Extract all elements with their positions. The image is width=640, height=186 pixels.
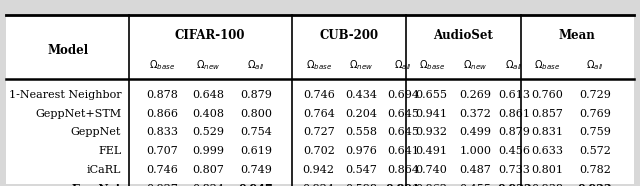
Text: 0.891: 0.891	[385, 183, 420, 186]
Text: 0.962: 0.962	[415, 184, 447, 186]
Text: GeppNet+STM: GeppNet+STM	[35, 109, 121, 119]
Text: 0.613: 0.613	[499, 90, 531, 100]
Text: Mean: Mean	[559, 29, 596, 42]
Text: 0.740: 0.740	[416, 165, 447, 175]
Text: 0.619: 0.619	[240, 146, 272, 156]
Text: CUB-200: CUB-200	[319, 29, 378, 42]
Text: 0.999: 0.999	[193, 146, 225, 156]
Text: $\Omega_{all}$: $\Omega_{all}$	[394, 58, 412, 72]
Text: 0.857: 0.857	[531, 109, 563, 119]
Text: 0.408: 0.408	[193, 109, 225, 119]
Text: AudioSet: AudioSet	[433, 29, 493, 42]
Text: 0.759: 0.759	[579, 127, 611, 137]
Text: 0.942: 0.942	[303, 165, 335, 175]
Text: 0.932: 0.932	[415, 127, 447, 137]
Text: 0.824: 0.824	[193, 184, 225, 186]
Text: 0.645: 0.645	[387, 109, 419, 119]
Text: 0.733: 0.733	[499, 165, 531, 175]
Text: $\Omega_{all}$: $\Omega_{all}$	[247, 58, 265, 72]
Text: $\Omega_{all}$: $\Omega_{all}$	[506, 58, 524, 72]
Text: 0.879: 0.879	[499, 127, 531, 137]
Text: 0.831: 0.831	[531, 127, 563, 137]
Text: 0.702: 0.702	[303, 146, 335, 156]
Text: 0.499: 0.499	[460, 127, 492, 137]
Text: 0.864: 0.864	[387, 165, 419, 175]
Text: Model: Model	[47, 44, 88, 57]
Text: 0.729: 0.729	[579, 90, 611, 100]
Text: 0.927: 0.927	[146, 184, 178, 186]
Text: 0.558: 0.558	[346, 127, 378, 137]
Text: 0.727: 0.727	[303, 127, 335, 137]
Text: $\Omega_{new}$: $\Omega_{new}$	[349, 58, 374, 72]
Text: 0.694: 0.694	[387, 90, 419, 100]
Text: 0.372: 0.372	[460, 109, 492, 119]
Text: FearNet: FearNet	[71, 183, 121, 186]
Text: 0.760: 0.760	[531, 90, 563, 100]
Text: 0.491: 0.491	[415, 146, 447, 156]
Text: $\Omega_{all}$: $\Omega_{all}$	[586, 58, 604, 72]
Text: 0.769: 0.769	[579, 109, 611, 119]
Text: $\Omega_{base}$: $\Omega_{base}$	[149, 58, 175, 72]
Text: $\Omega_{new}$: $\Omega_{new}$	[196, 58, 220, 72]
Text: 0.861: 0.861	[499, 109, 531, 119]
Text: 0.879: 0.879	[240, 90, 272, 100]
Text: 0.746: 0.746	[146, 165, 178, 175]
Text: 0.878: 0.878	[146, 90, 178, 100]
Text: 0.866: 0.866	[146, 109, 178, 119]
Text: 1.000: 1.000	[460, 146, 492, 156]
Text: 0.648: 0.648	[193, 90, 225, 100]
Text: 1-Nearest Neighbor: 1-Nearest Neighbor	[8, 90, 121, 100]
Text: 0.456: 0.456	[499, 146, 531, 156]
Text: $\Omega_{new}$: $\Omega_{new}$	[463, 58, 488, 72]
Text: $\Omega_{base}$: $\Omega_{base}$	[419, 58, 445, 72]
Text: 0.487: 0.487	[460, 165, 492, 175]
Text: 0.801: 0.801	[531, 165, 563, 175]
Text: 0.800: 0.800	[240, 109, 272, 119]
Text: 0.782: 0.782	[579, 165, 611, 175]
Text: 0.764: 0.764	[303, 109, 335, 119]
Text: $\Omega_{base}$: $\Omega_{base}$	[534, 58, 560, 72]
Text: 0.746: 0.746	[303, 90, 335, 100]
Text: 0.976: 0.976	[346, 146, 378, 156]
Text: 0.269: 0.269	[460, 90, 492, 100]
Text: 0.947: 0.947	[239, 183, 273, 186]
Text: 0.547: 0.547	[346, 165, 378, 175]
Text: 0.754: 0.754	[240, 127, 272, 137]
Text: 0.645: 0.645	[387, 127, 419, 137]
Text: 0.572: 0.572	[579, 146, 611, 156]
Text: 0.707: 0.707	[146, 146, 178, 156]
Text: 0.941: 0.941	[415, 109, 447, 119]
Text: $\Omega_{base}$: $\Omega_{base}$	[306, 58, 332, 72]
Text: 0.641: 0.641	[387, 146, 419, 156]
Text: 0.749: 0.749	[240, 165, 272, 175]
Text: 0.807: 0.807	[193, 165, 224, 175]
Text: 0.529: 0.529	[193, 127, 225, 137]
Text: 0.924: 0.924	[303, 184, 335, 186]
Text: GeppNet: GeppNet	[71, 127, 121, 137]
Text: CIFAR-100: CIFAR-100	[175, 29, 246, 42]
Text: 0.633: 0.633	[531, 146, 563, 156]
Text: 0.598: 0.598	[346, 184, 378, 186]
Text: 0.455: 0.455	[460, 184, 492, 186]
Text: 0.923: 0.923	[577, 183, 612, 186]
Text: 0.932: 0.932	[497, 183, 532, 186]
Text: 0.833: 0.833	[146, 127, 178, 137]
Text: 0.655: 0.655	[415, 90, 447, 100]
Text: 0.938: 0.938	[531, 184, 563, 186]
Text: 0.434: 0.434	[346, 90, 378, 100]
Text: 0.204: 0.204	[346, 109, 378, 119]
Text: iCaRL: iCaRL	[87, 165, 121, 175]
Text: FEL: FEL	[98, 146, 121, 156]
